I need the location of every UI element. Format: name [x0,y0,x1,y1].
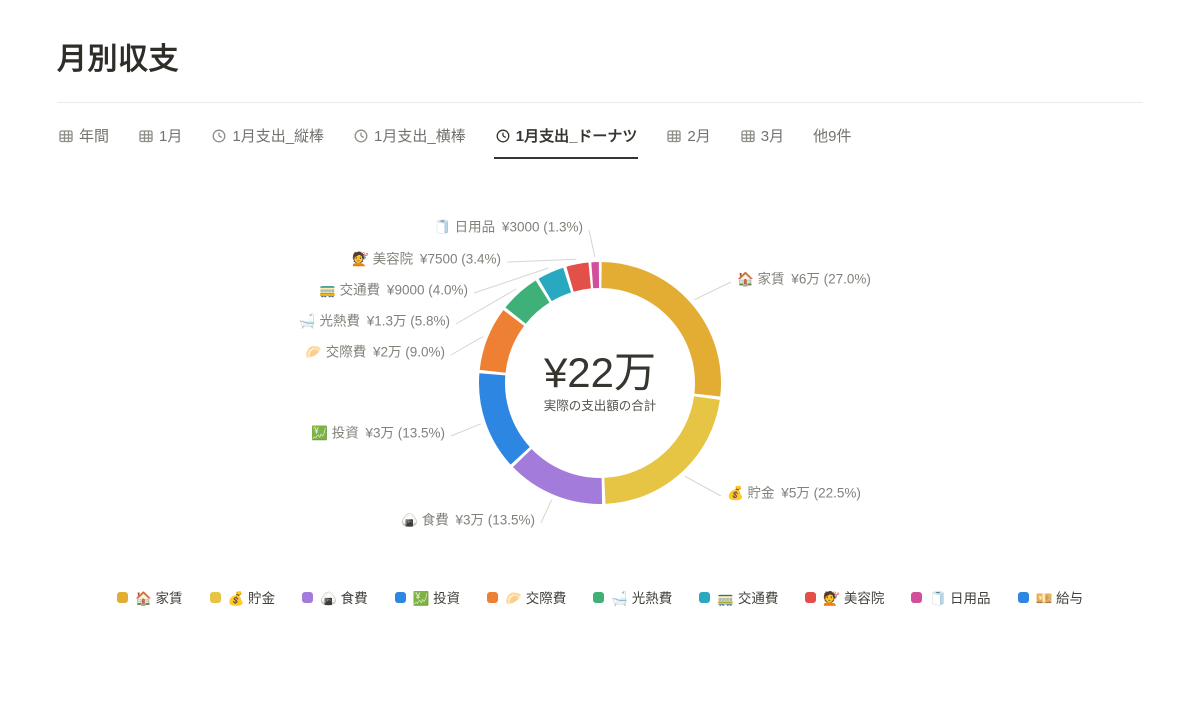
legend-label: 🛁 光熱費 [611,587,672,607]
donut-slice-美容院[interactable] [570,275,590,279]
legend-swatch [593,592,604,603]
donut-slice-食費[interactable] [522,458,602,491]
tab-1月支出_横棒[interactable]: 1月支出_横棒 [352,121,467,159]
view-tab-bar: 年間 1月 1月支出_縦棒 1月支出_横棒 1月支出_ドーナツ 2月 3月 他9件 [57,121,1143,159]
legend-label: 💹 投資 [413,587,461,607]
legend-swatch [210,592,221,603]
slice-label-交際費: 🥟 交際費 ¥2万 (9.0%) [305,344,445,360]
slice-leader-line [541,499,552,523]
tab-label: 3月 [761,125,784,146]
legend-label: 💰 貯金 [228,587,276,607]
legend-swatch [911,592,922,603]
legend-swatch [1018,592,1029,603]
slice-leader-line [685,476,721,496]
legend-swatch [487,592,498,603]
tab-label: 他9件 [813,125,851,146]
tab-label: 1月支出_縦棒 [232,125,324,146]
donut-slice-投資[interactable] [492,374,520,455]
slice-leader-line [451,424,481,436]
legend-item-投資[interactable]: 💹 投資 [395,587,461,607]
tab-1月支出_縦棒[interactable]: 1月支出_縦棒 [210,121,325,159]
legend-label: 🥟 交際費 [505,587,566,607]
legend-item-給与[interactable]: 💴 給与 [1018,587,1084,607]
legend-label: 🚃 交通費 [717,587,778,607]
chart-center-label: 実際の支出額の合計 [544,398,657,413]
page-title: 月別収支 [57,34,1143,78]
legend-item-食費[interactable]: 🍙 食費 [302,587,368,607]
clock-icon [353,128,369,144]
tab-label: 1月支出_横棒 [374,125,466,146]
legend-swatch [395,592,406,603]
slice-label-美容院: 💇 美容院 ¥7500 (3.4%) [352,251,501,267]
donut-slice-光熱費[interactable] [516,292,543,316]
clock-icon [495,128,511,144]
legend-label: 🏠 家賃 [135,587,183,607]
tab-label: 1月支出_ドーナツ [516,125,638,146]
tab-label: 2月 [687,125,710,146]
slice-label-貯金: 💰 貯金 ¥5万 (22.5%) [727,485,861,502]
chart-center-value: ¥22万 [543,349,656,396]
slice-label-日用品: 🧻 日用品 ¥3000 (1.3%) [434,219,583,235]
tab-他9件[interactable]: 他9件 [812,121,852,159]
legend-item-家賃[interactable]: 🏠 家賃 [117,587,183,607]
tab-年間[interactable]: 年間 [57,121,110,159]
tab-3月[interactable]: 3月 [739,121,785,159]
tab-label: 1月 [159,125,182,146]
legend-item-交際費[interactable]: 🥟 交際費 [487,587,566,607]
slice-leader-line [695,282,732,300]
legend-item-交通費[interactable]: 🚃 交通費 [699,587,778,607]
legend-swatch [805,592,816,603]
table-icon [58,128,74,144]
legend-swatch [117,592,128,603]
donut-slice-交際費[interactable] [493,318,514,371]
tab-label: 年間 [79,125,109,146]
legend-item-貯金[interactable]: 💰 貯金 [210,587,276,607]
legend-label: 🍙 食費 [320,587,368,607]
donut-chart: 🏠 家賃 ¥6万 (27.0%) 💰 貯金 ¥5万 (22.5%) 🍙 食費 ¥3万… [0,193,1200,553]
legend-swatch [302,592,313,603]
table-icon [666,128,682,144]
slice-leader-line [507,259,576,262]
donut-slice-交通費[interactable] [545,280,567,290]
tab-1月支出_ドーナツ[interactable]: 1月支出_ドーナツ [494,121,639,159]
tab-1月[interactable]: 1月 [137,121,183,159]
slice-label-食費: 🍙 食費 ¥3万 (13.5%) [401,512,535,528]
slice-leader-line [451,337,483,355]
chart-legend: 🏠 家賃 💰 貯金 🍙 食費 💹 投資 🥟 交際費 🛁 光熱費 🚃 交通費 💇 美容院 🧻 日用… [0,587,1200,607]
legend-label: 💇 美容院 [823,587,884,607]
table-icon [138,128,154,144]
slice-label-家賃: 🏠 家賃 ¥6万 (27.0%) [737,271,871,287]
legend-swatch [699,592,710,603]
table-icon [740,128,756,144]
tab-2月[interactable]: 2月 [665,121,711,159]
legend-item-美容院[interactable]: 💇 美容院 [805,587,884,607]
slice-label-交通費: 🚃 交通費 ¥9000 (4.0%) [319,282,468,298]
title-divider [57,102,1143,103]
slice-label-光熱費: 🛁 光熱費 ¥1.3万 (5.8%) [299,313,450,329]
legend-label: 🧻 日用品 [929,587,990,607]
slice-label-投資: 💹 投資 ¥3万 (13.5%) [311,425,445,441]
slice-leader-line [589,230,595,257]
legend-item-光熱費[interactable]: 🛁 光熱費 [593,587,672,607]
legend-label: 💴 給与 [1036,587,1084,607]
legend-item-日用品[interactable]: 🧻 日用品 [911,587,990,607]
clock-icon [211,128,227,144]
